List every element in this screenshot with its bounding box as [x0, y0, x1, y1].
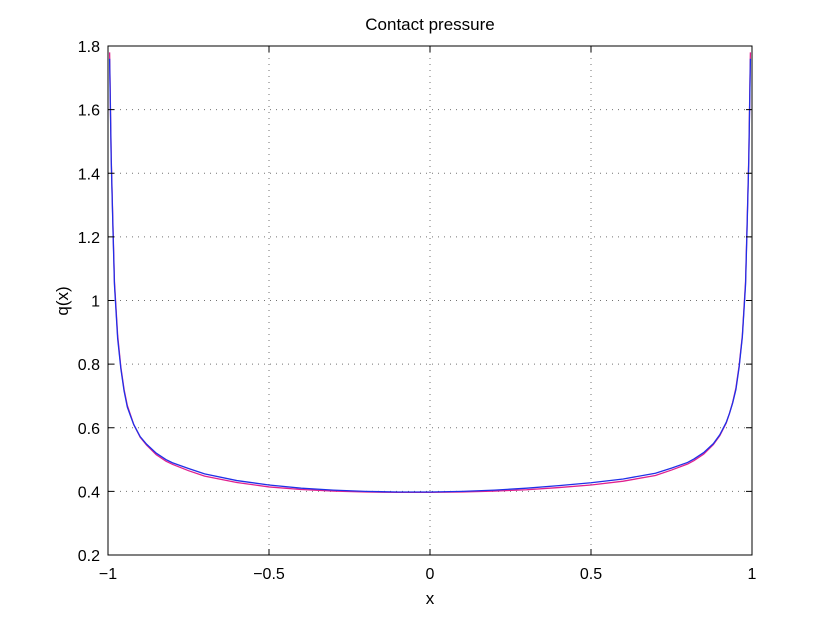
- y-tick-label: 1.6: [78, 103, 100, 120]
- y-tick-label: 1: [91, 294, 100, 311]
- series-line-2: [108, 58, 752, 493]
- y-tick-label: 1.8: [78, 39, 100, 56]
- ticks: [107, 45, 753, 556]
- x-axis-label: x: [426, 589, 435, 608]
- x-tick-label: 0: [426, 566, 435, 583]
- y-tick-label: 1.2: [78, 230, 100, 247]
- y-tick-label: 0.8: [78, 357, 100, 374]
- x-tick-label: −0.5: [253, 566, 285, 583]
- y-tick-label: 0.6: [78, 421, 100, 438]
- series-layer: [108, 52, 752, 493]
- y-tick-label: 0.4: [78, 484, 100, 501]
- x-tick-label: 0.5: [580, 566, 602, 583]
- x-tick-label: 1: [748, 566, 757, 583]
- y-tick-label: 0.2: [78, 548, 100, 565]
- tick-labels: −1 −0.5 0 0.5 1 0.2 0.4 0.6 0.8 1 1.2 1.4 1.6 1.8: [78, 39, 757, 583]
- x-tick-label: −1: [99, 566, 117, 583]
- y-axis-label: q(x): [53, 286, 72, 315]
- grid: [108, 46, 752, 555]
- y-tick-label: 1.4: [78, 166, 100, 183]
- chart-title: Contact pressure: [365, 15, 494, 34]
